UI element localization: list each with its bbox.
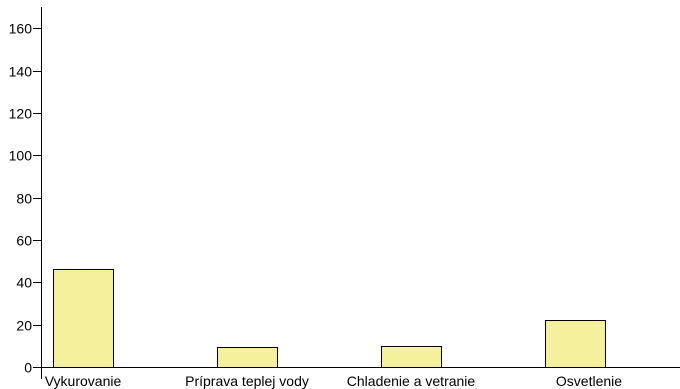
y-tick-label: 20 <box>16 318 32 334</box>
bar-4 <box>545 320 606 368</box>
x-axis: Vykurovanie Príprava teplej vody Chladenie… <box>33 367 680 389</box>
x-tick-label: Chladenie a vetranie <box>347 373 476 389</box>
y-tick-label: 140 <box>9 64 33 80</box>
bar-2 <box>217 347 278 368</box>
y-tick-label: 80 <box>16 191 32 207</box>
bar-1 <box>53 269 114 368</box>
bar-3 <box>381 346 442 368</box>
y-tick-label: 40 <box>16 275 32 291</box>
y-axis: 0 20 40 60 80 100 120 140 160 <box>9 7 42 379</box>
y-tick-label: 160 <box>9 21 33 37</box>
y-tick-label: 60 <box>16 233 32 249</box>
y-tick-label: 100 <box>9 148 33 164</box>
bar-series <box>53 269 606 368</box>
x-tick-label: Osvetlenie <box>556 373 622 389</box>
x-tick-label: Príprava teplej vody <box>185 373 309 389</box>
y-tick-label: 120 <box>9 106 33 122</box>
y-tick-label: 0 <box>24 360 32 376</box>
x-tick-label: Vykurovanie <box>45 373 122 389</box>
